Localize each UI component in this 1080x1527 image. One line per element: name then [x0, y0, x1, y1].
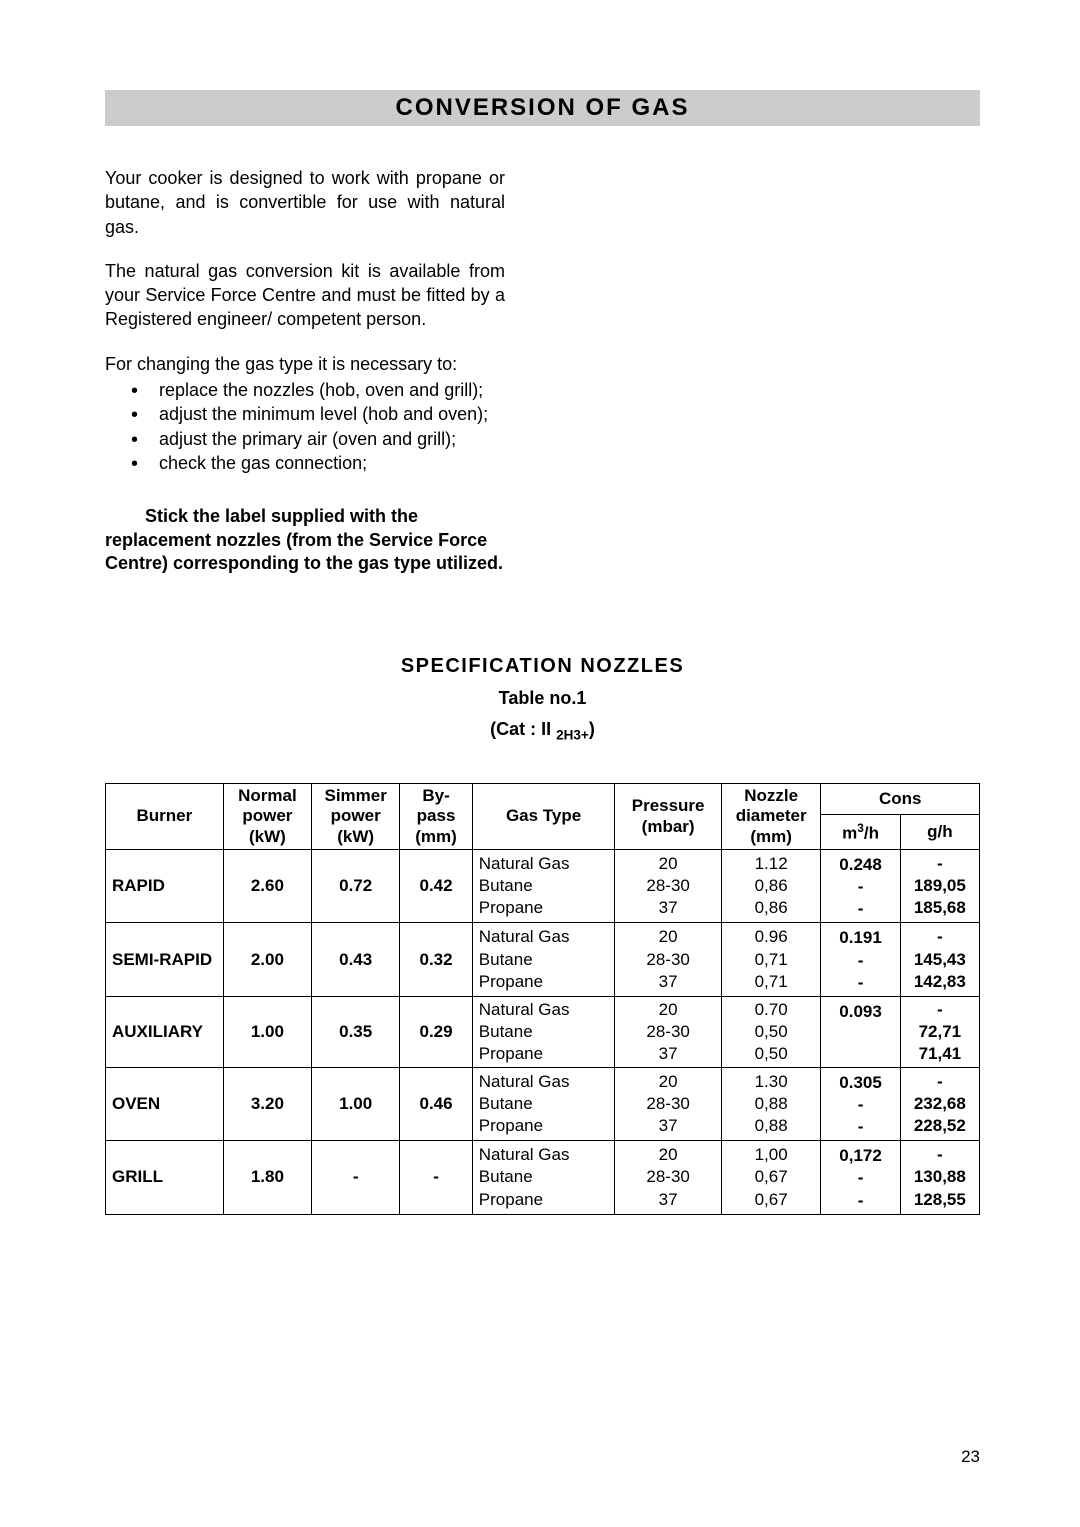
header-normal: Normal power (kW): [223, 784, 311, 850]
header-burner: Burner: [106, 784, 224, 850]
cell-nozzle: 0.70 0,50 0,50: [721, 996, 821, 1067]
cell-gh: - 72,71 71,41: [900, 996, 979, 1067]
cat-suffix: ): [589, 719, 595, 739]
cell-gh: - 232,68 228,52: [900, 1068, 979, 1141]
cell-bypass: 0.46: [400, 1068, 472, 1141]
page-number: 23: [961, 1447, 980, 1467]
spec-title: SPECIFICATION NOZZLES: [105, 655, 980, 678]
table-number: Table no.1: [105, 688, 980, 709]
intro-block: Your cooker is designed to work with pro…: [105, 166, 505, 475]
cell-simmer: 0.43: [312, 923, 400, 996]
cell-pressure: 20 28-30 37: [615, 1068, 721, 1141]
cell-nozzle: 1.30 0,88 0,88: [721, 1068, 821, 1141]
page-banner: CONVERSION OF GAS: [105, 90, 980, 126]
list-item: adjust the primary air (oven and grill);: [131, 427, 505, 451]
cell-gastype: Natural Gas Butane Propane: [472, 1068, 615, 1141]
cell-bypass: -: [400, 1141, 472, 1214]
cell-m3h: 0.191 - -: [821, 923, 900, 996]
cell-pressure: 20 28-30 37: [615, 996, 721, 1067]
cell-nozzle: 0.96 0,71 0,71: [721, 923, 821, 996]
header-pressure: Pressure (mbar): [615, 784, 721, 850]
cell-gastype: Natural Gas Butane Propane: [472, 923, 615, 996]
header-simmer: Simmer power (kW): [312, 784, 400, 850]
cell-burner: GRILL: [106, 1141, 224, 1214]
cell-burner: RAPID: [106, 850, 224, 923]
cell-pressure: 20 28-30 37: [615, 923, 721, 996]
cell-normal: 1.80: [223, 1141, 311, 1214]
cell-normal: 1.00: [223, 996, 311, 1067]
cell-normal: 2.00: [223, 923, 311, 996]
m3h-post: /h: [864, 823, 879, 842]
cell-simmer: 1.00: [312, 1068, 400, 1141]
bold-note-rest: replacement nozzles (from the Service Fo…: [105, 530, 503, 573]
cat-prefix: (Cat : II: [490, 719, 556, 739]
cell-pressure: 20 28-30 37: [615, 1141, 721, 1214]
cell-nozzle: 1,00 0,67 0,67: [721, 1141, 821, 1214]
m3h-sup: 3: [857, 821, 864, 835]
cell-gh: - 189,05 185,68: [900, 850, 979, 923]
cell-bypass: 0.42: [400, 850, 472, 923]
header-gh: g/h: [900, 815, 979, 850]
header-bypass: By-pass (mm): [400, 784, 472, 850]
list-item: adjust the minimum level (hob and oven);: [131, 402, 505, 426]
cell-burner: SEMI-RAPID: [106, 923, 224, 996]
steps-intro: For changing the gas type it is necessar…: [105, 352, 505, 376]
list-item: check the gas connection;: [131, 451, 505, 475]
cell-simmer: -: [312, 1141, 400, 1214]
cell-bypass: 0.32: [400, 923, 472, 996]
cell-gh: - 145,43 142,83: [900, 923, 979, 996]
cell-gh: - 130,88 128,55: [900, 1141, 979, 1214]
list-item: replace the nozzles (hob, oven and grill…: [131, 378, 505, 402]
cell-gastype: Natural Gas Butane Propane: [472, 850, 615, 923]
cell-burner: AUXILIARY: [106, 996, 224, 1067]
cell-m3h: 0.248 - -: [821, 850, 900, 923]
header-gastype: Gas Type: [472, 784, 615, 850]
cell-nozzle: 1.12 0,86 0,86: [721, 850, 821, 923]
m3h-pre: m: [842, 823, 857, 842]
cell-burner: OVEN: [106, 1068, 224, 1141]
cell-m3h: 0.305 - -: [821, 1068, 900, 1141]
cell-m3h: 0.093: [821, 996, 900, 1067]
steps-list: replace the nozzles (hob, oven and grill…: [131, 378, 505, 475]
cell-simmer: 0.35: [312, 996, 400, 1067]
cell-m3h: 0,172 - -: [821, 1141, 900, 1214]
cell-simmer: 0.72: [312, 850, 400, 923]
header-m3h: m3/h: [821, 815, 900, 850]
cell-bypass: 0.29: [400, 996, 472, 1067]
paragraph-1: Your cooker is designed to work with pro…: [105, 166, 505, 239]
bold-note: Stick the label supplied with the replac…: [105, 505, 525, 575]
header-cons: Cons: [821, 784, 980, 815]
cell-gastype: Natural Gas Butane Propane: [472, 996, 615, 1067]
cell-pressure: 20 28-30 37: [615, 850, 721, 923]
spec-table: Burner Normal power (kW) Simmer power (k…: [105, 783, 980, 1215]
bold-note-line1: Stick the label supplied with the: [145, 505, 418, 528]
cat-line: (Cat : II 2H3+): [105, 719, 980, 743]
cell-gastype: Natural Gas Butane Propane: [472, 1141, 615, 1214]
cat-sub: 2H3+: [556, 728, 589, 743]
header-nozzle: Nozzle diameter (mm): [721, 784, 821, 850]
cell-normal: 2.60: [223, 850, 311, 923]
cell-normal: 3.20: [223, 1068, 311, 1141]
paragraph-2: The natural gas conversion kit is availa…: [105, 259, 505, 332]
